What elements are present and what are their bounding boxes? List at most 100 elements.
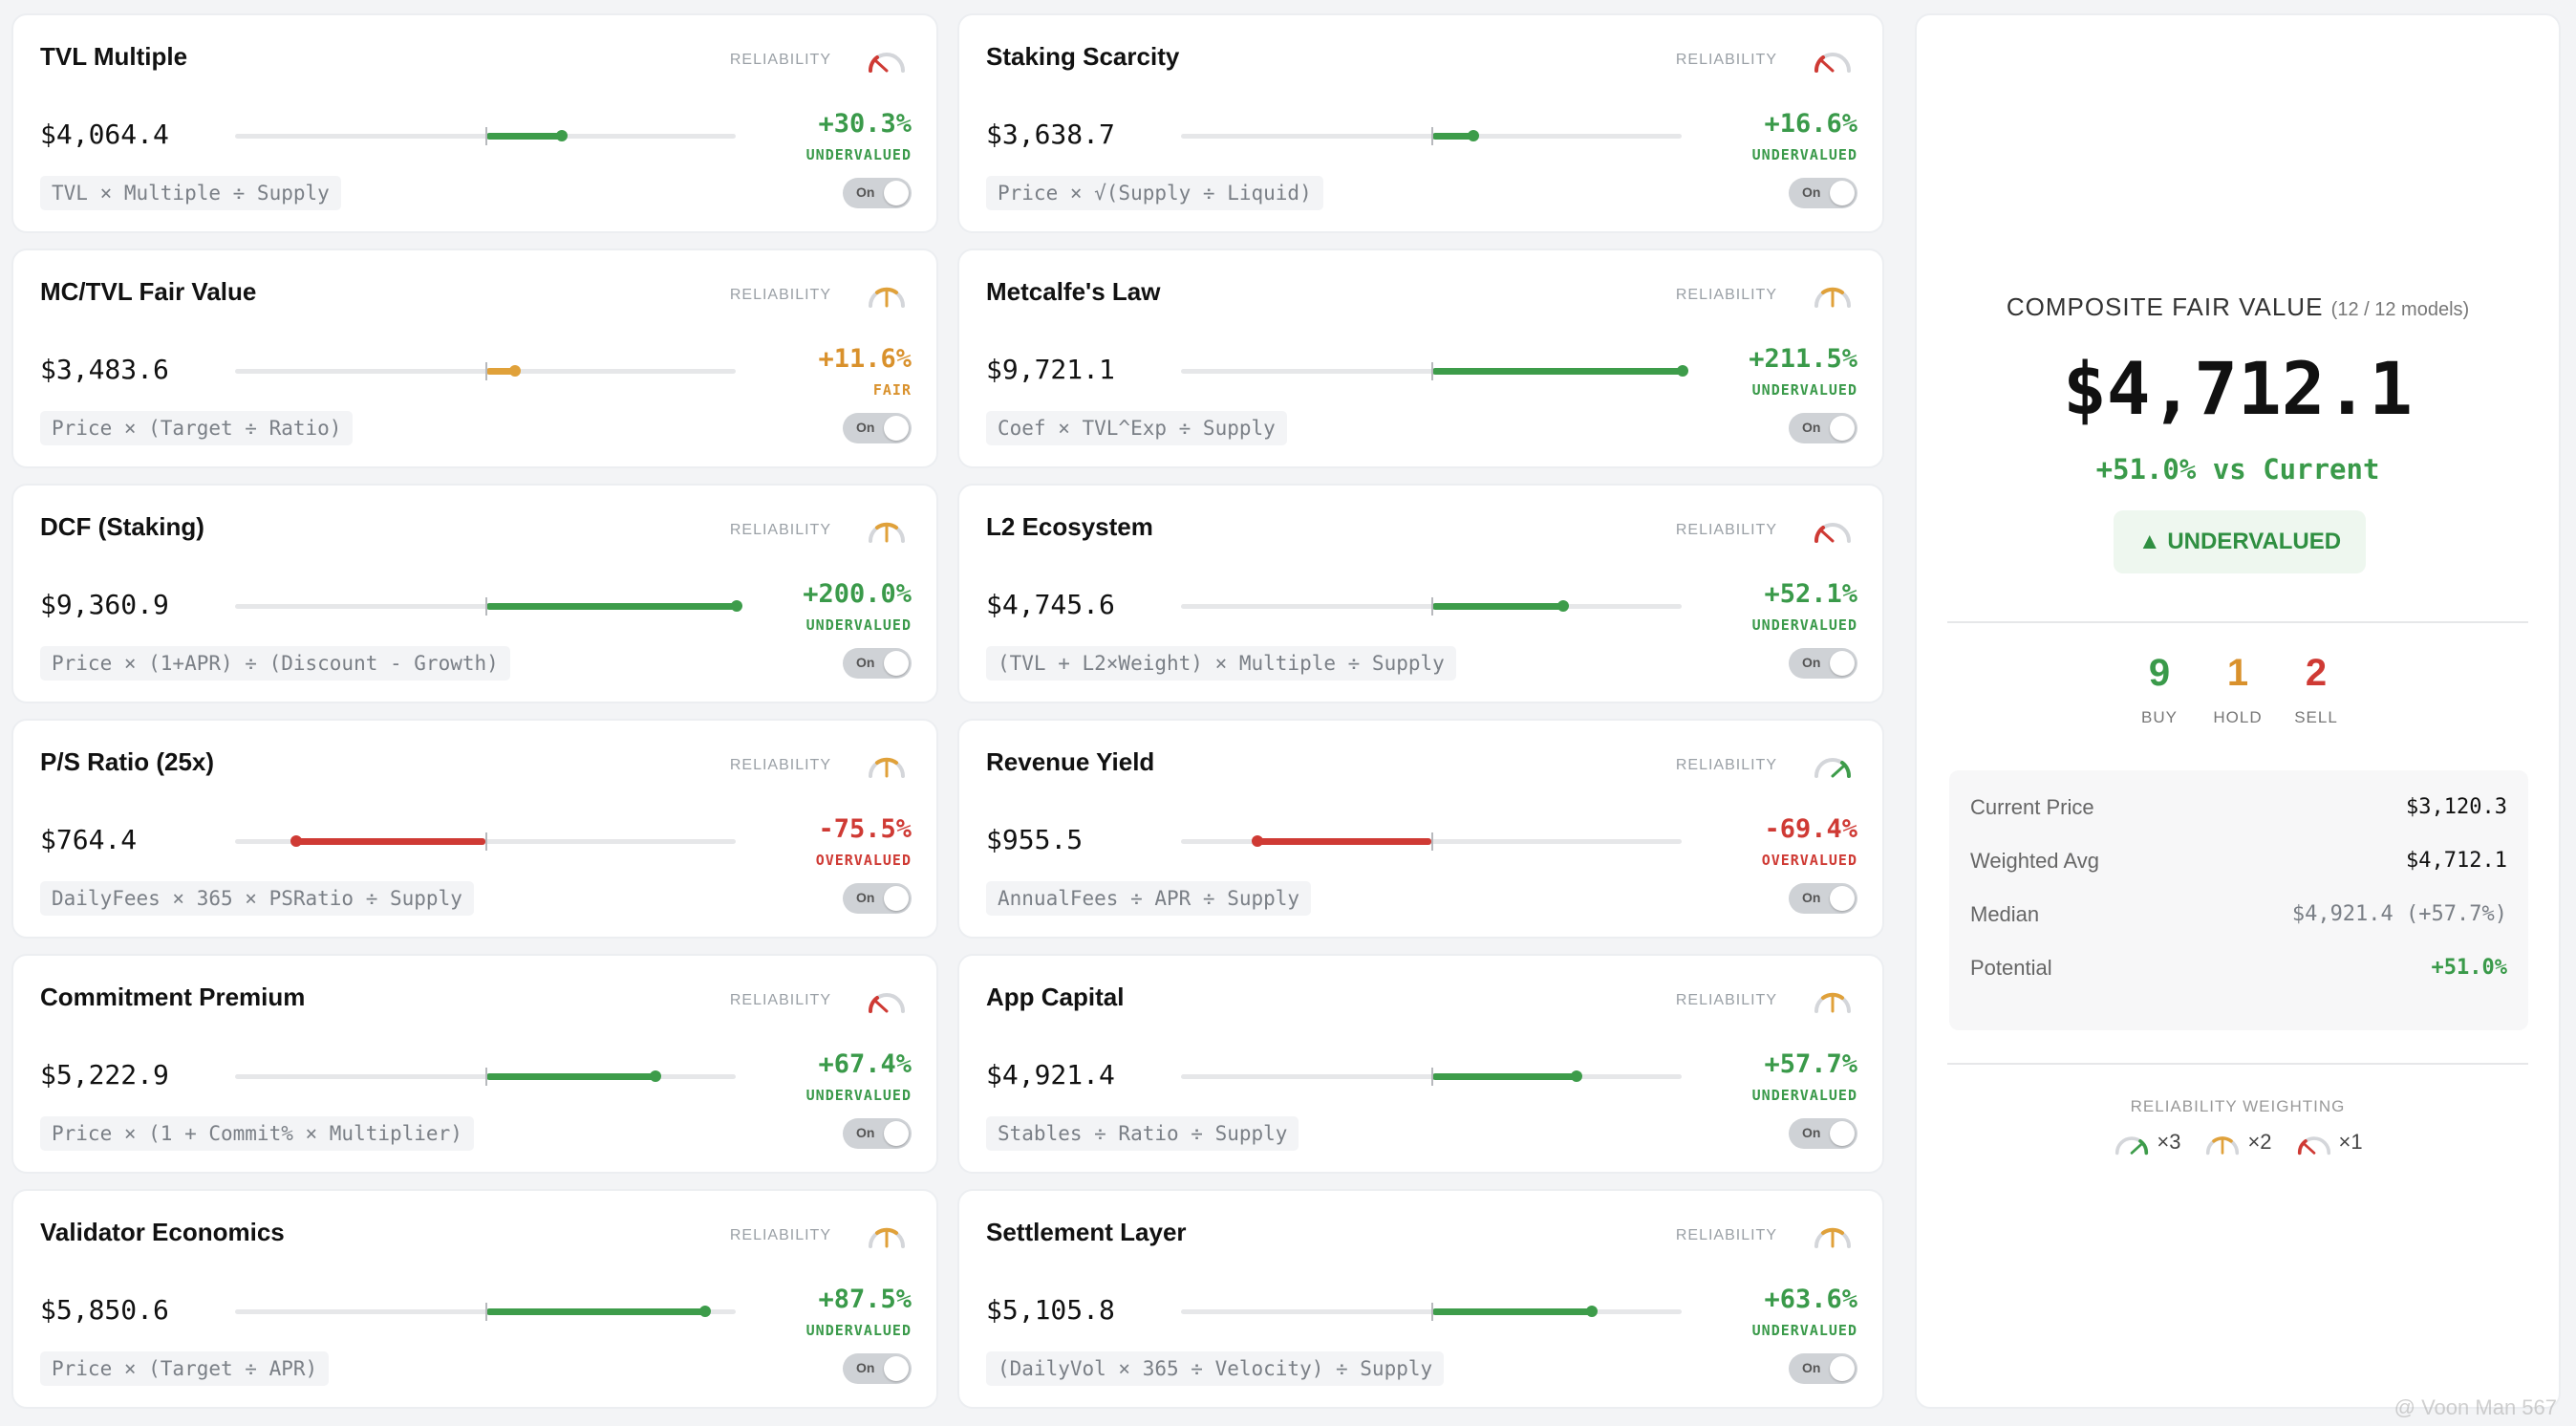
signal-count-hold: 1 HOLD xyxy=(2199,652,2277,727)
deviation-percent: -75.5% xyxy=(818,814,912,844)
bar-center-mark xyxy=(1431,362,1433,380)
bar-center-mark xyxy=(485,832,487,851)
deviation-bar xyxy=(1181,824,1682,858)
model-toggle[interactable]: On xyxy=(1789,413,1857,443)
model-card: Metcalfe's Law RELIABILITY $9,721.1 +211.5%… xyxy=(957,248,1884,468)
model-value: $4,064.4 xyxy=(40,119,169,150)
composite-summary-panel: COMPOSITE FAIR VALUE (12 / 12 models) $4… xyxy=(1915,13,2561,1409)
stat-row: Weighted Avg $4,712.1 xyxy=(1970,841,2507,879)
model-toggle[interactable]: On xyxy=(843,1118,912,1149)
model-toggle[interactable]: On xyxy=(843,413,912,443)
bar-marker xyxy=(1585,1306,1598,1317)
bar-marker xyxy=(1252,835,1264,847)
composite-title-text: COMPOSITE FAIR VALUE xyxy=(2006,292,2324,321)
verdict-label: UNDERVALUED xyxy=(805,616,912,634)
bar-fill xyxy=(486,133,563,140)
toggle-knob xyxy=(1830,1121,1855,1146)
model-title: Staking Scarcity xyxy=(986,42,1180,71)
count-label: BUY xyxy=(2141,708,2178,726)
model-value: $3,483.6 xyxy=(40,354,169,385)
bar-marker xyxy=(556,130,569,141)
model-card: L2 Ecosystem RELIABILITY $4,745.6 +52.1% UND… xyxy=(957,484,1884,703)
model-toggle[interactable]: On xyxy=(1789,1353,1857,1384)
verdict-label: UNDERVALUED xyxy=(805,146,912,163)
reliability-label: RELIABILITY xyxy=(729,522,831,538)
stat-value: $3,120.3 xyxy=(2406,795,2507,819)
toggle-label: On xyxy=(856,1125,875,1140)
bar-marker xyxy=(649,1070,661,1082)
deviation-bar xyxy=(235,119,736,153)
model-toggle[interactable]: On xyxy=(843,1353,912,1384)
count-number: 2 xyxy=(2305,652,2328,694)
reliability-weights: ×3 ×2 ×1 xyxy=(1917,1130,2559,1156)
verdict-label: UNDERVALUED xyxy=(805,1087,912,1104)
toggle-label: On xyxy=(1802,890,1821,905)
model-title: Settlement Layer xyxy=(986,1218,1187,1246)
deviation-bar xyxy=(235,354,736,388)
toggle-label: On xyxy=(856,1360,875,1375)
model-toggle[interactable]: On xyxy=(1789,178,1857,208)
bar-marker xyxy=(290,835,303,847)
weight-multiplier: ×2 xyxy=(2247,1130,2272,1154)
stat-label: Current Price xyxy=(1970,795,2094,819)
divider xyxy=(1947,1063,2528,1065)
reliability-label: RELIABILITY xyxy=(1675,522,1777,538)
verdict-label: UNDERVALUED xyxy=(1751,616,1857,634)
toggle-label: On xyxy=(856,655,875,670)
stat-value: +51.0% xyxy=(2431,956,2507,980)
model-value: $5,222.9 xyxy=(40,1059,169,1091)
model-toggle[interactable]: On xyxy=(1789,1118,1857,1149)
deviation-bar xyxy=(235,1059,736,1093)
bar-center-mark xyxy=(485,362,487,380)
model-toggle[interactable]: On xyxy=(843,883,912,914)
verdict-label: OVERVALUED xyxy=(1761,852,1857,869)
toggle-knob xyxy=(884,886,909,911)
reliability-label: RELIABILITY xyxy=(729,992,831,1008)
deviation-percent: +30.3% xyxy=(818,109,912,139)
bar-fill xyxy=(486,1308,706,1315)
weight-multiplier: ×1 xyxy=(2338,1130,2363,1154)
reliability-label: RELIABILITY xyxy=(729,1227,831,1243)
reliability-label: RELIABILITY xyxy=(1675,992,1777,1008)
toggle-knob xyxy=(884,1121,909,1146)
toggle-label: On xyxy=(1802,420,1821,435)
deviation-bar xyxy=(1181,1059,1682,1093)
bar-center-mark xyxy=(485,1303,487,1321)
reliability-gauge-icon xyxy=(1812,46,1854,75)
model-card: Revenue Yield RELIABILITY $955.5 -69.4% OVER… xyxy=(957,719,1884,939)
model-toggle[interactable]: On xyxy=(843,178,912,208)
toggle-label: On xyxy=(856,890,875,905)
bar-center-mark xyxy=(485,127,487,145)
deviation-percent: +11.6% xyxy=(818,344,912,374)
verdict-label: OVERVALUED xyxy=(815,852,912,869)
formula-chip: Coef × TVL^Exp ÷ Supply xyxy=(986,411,1287,445)
toggle-label: On xyxy=(1802,1360,1821,1375)
model-title: MC/TVL Fair Value xyxy=(40,277,257,306)
toggle-knob xyxy=(1830,1356,1855,1381)
model-title: Metcalfe's Law xyxy=(986,277,1161,306)
model-toggle[interactable]: On xyxy=(1789,883,1857,914)
bar-marker xyxy=(1556,600,1569,612)
model-card: Validator Economics RELIABILITY $5,850.6 +8… xyxy=(11,1189,938,1409)
weight-item: ×3 xyxy=(2113,1130,2180,1156)
stat-value: $4,921.4 (+57.7%) xyxy=(2291,902,2507,926)
count-label: HOLD xyxy=(2213,708,2263,726)
deviation-percent: -69.4% xyxy=(1764,814,1857,844)
models-count: (12 / 12 models) xyxy=(2330,299,2470,320)
reliability-gauge-icon xyxy=(1812,1221,1854,1250)
signal-counts: 9 BUY 1 HOLD 2 SELL xyxy=(1917,652,2559,727)
model-toggle[interactable]: On xyxy=(843,648,912,679)
count-number: 1 xyxy=(2226,652,2249,694)
deviation-percent: +57.7% xyxy=(1764,1049,1857,1079)
formula-chip: Price × √(Supply ÷ Liquid) xyxy=(986,176,1323,210)
reliability-gauge-icon xyxy=(866,46,908,75)
model-toggle[interactable]: On xyxy=(1789,648,1857,679)
formula-chip: Stables ÷ Ratio ÷ Supply xyxy=(986,1116,1299,1151)
divider xyxy=(1947,621,2528,623)
reliability-label: RELIABILITY xyxy=(729,757,831,773)
toggle-label: On xyxy=(1802,655,1821,670)
toggle-knob xyxy=(884,651,909,676)
count-label: SELL xyxy=(2294,708,2338,726)
bar-fill xyxy=(486,368,516,375)
weight-item: ×1 xyxy=(2295,1130,2363,1156)
